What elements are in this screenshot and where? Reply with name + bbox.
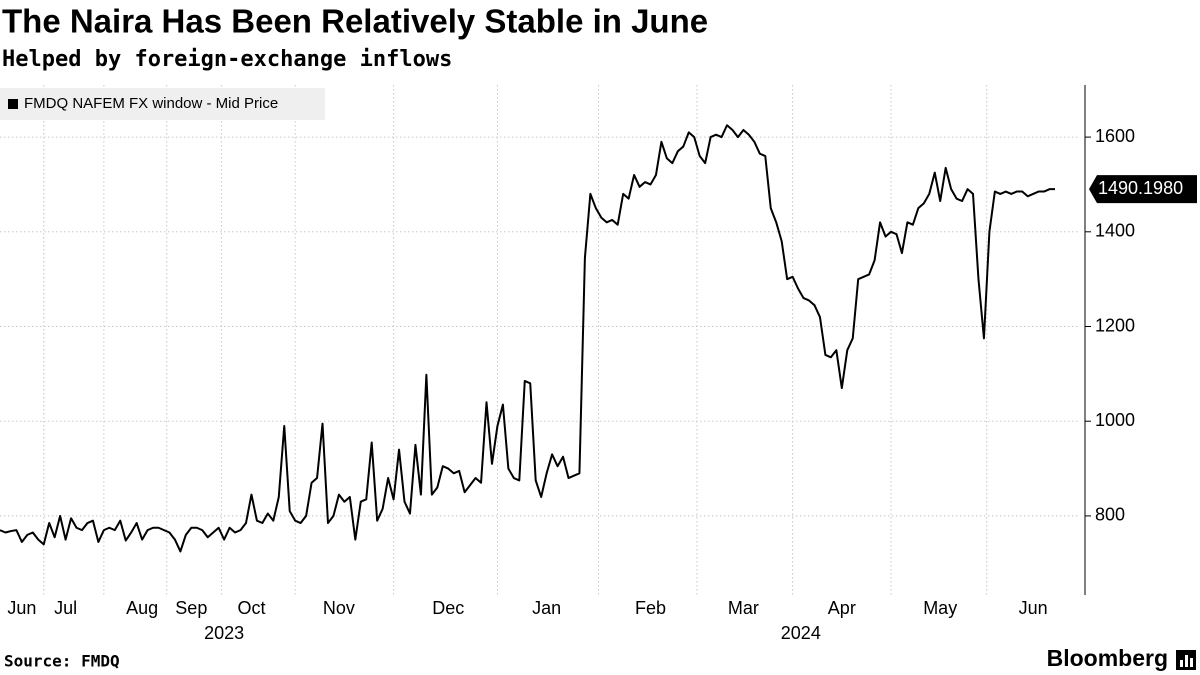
x-tick-label: May [923, 598, 957, 618]
source-note: Source: FMDQ [4, 652, 120, 671]
y-tick-label: 1400 [1095, 221, 1135, 241]
y-tick-label: 800 [1095, 505, 1125, 525]
legend-label: FMDQ NAFEM FX window - Mid Price [24, 95, 278, 112]
x-tick-label: Dec [432, 598, 464, 618]
x-tick-label: Jun [7, 598, 36, 618]
brand: Bloomberg [1047, 645, 1168, 671]
x-tick-label: Feb [635, 598, 666, 618]
chart-title: The Naira Has Been Relatively Stable in … [2, 3, 708, 40]
legend-swatch [8, 99, 18, 109]
x-tick-label: Sep [175, 598, 207, 618]
x-tick-label: Apr [828, 598, 856, 618]
value-label: 1490.1980 [1098, 178, 1183, 198]
x-tick-label: Nov [323, 598, 355, 618]
x-tick-label: Jun [1019, 598, 1048, 618]
y-tick-label: 1000 [1095, 410, 1135, 430]
chart-subtitle: Helped by foreign-exchange inflows [2, 47, 452, 72]
y-tick-label: 1600 [1095, 126, 1135, 146]
y-tick-label: 1200 [1095, 315, 1135, 335]
x-year-label: 2024 [781, 623, 821, 643]
x-tick-label: Jan [532, 598, 561, 618]
x-tick-label: Oct [237, 598, 265, 618]
x-tick-label: Aug [126, 598, 158, 618]
brand-logo [1176, 650, 1196, 670]
legend-box [0, 88, 325, 120]
value-label-box [1089, 175, 1197, 204]
x-tick-label: Mar [728, 598, 759, 618]
x-year-label: 2023 [204, 623, 244, 643]
series-line [0, 124, 1056, 553]
x-tick-label: Jul [54, 598, 77, 618]
